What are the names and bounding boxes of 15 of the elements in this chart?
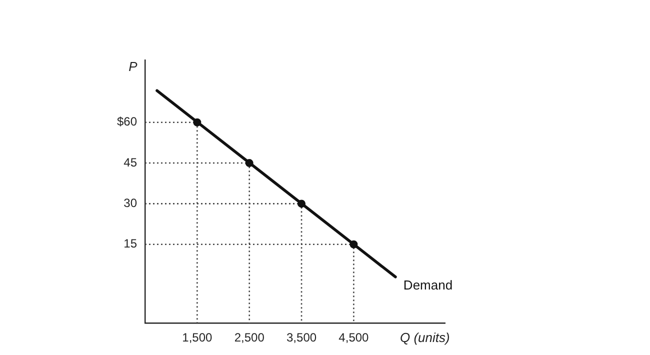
x-tick-label: 4,500 — [338, 330, 370, 345]
y-tick-label: $60 — [116, 114, 138, 129]
x-tick-label: 3,500 — [286, 330, 317, 345]
y-tick-label: 15 — [124, 236, 138, 251]
y-tick-label: 30 — [124, 196, 138, 210]
point — [350, 240, 358, 248]
y-tick-label: 45 — [124, 155, 138, 170]
series-label: Demand — [403, 277, 453, 292]
y-axis-title: P — [128, 59, 138, 74]
point — [298, 200, 306, 208]
point — [193, 118, 202, 126]
point — [245, 159, 254, 168]
x-axis-title: Q (units) — [400, 330, 450, 346]
x-tick-label: 1,500 — [182, 330, 213, 345]
x-tick-label: 2,500 — [234, 330, 265, 345]
